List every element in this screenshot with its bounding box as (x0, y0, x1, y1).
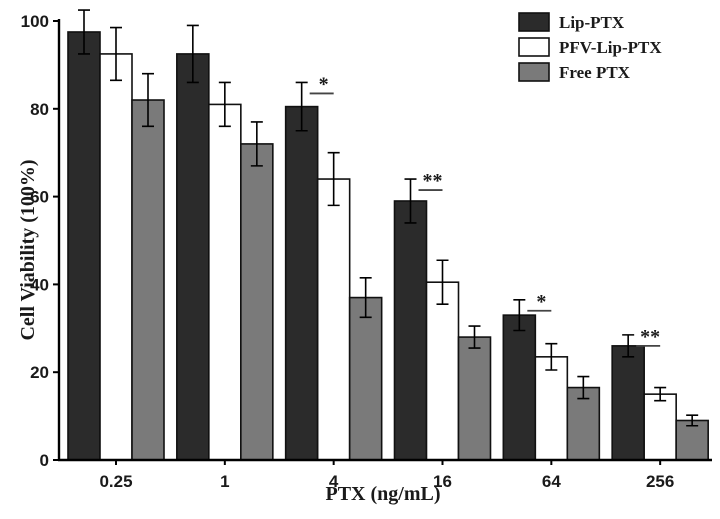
legend-swatch-free ptx (518, 62, 550, 82)
legend: Lip-PTX PFV-Lip-PTX Free PTX (518, 12, 662, 82)
bar-free ptx-0.25 (131, 99, 165, 461)
bar-pfv-lip-ptx-1 (208, 103, 242, 461)
significance-marker-256: ** (640, 326, 660, 348)
x-tick-label-0.25: 0.25 (99, 472, 132, 491)
error-bar-pfv-lip-ptx-4 (327, 151, 340, 207)
bar-pfv-lip-ptx-16 (425, 281, 460, 461)
x-tick-label-256: 256 (646, 472, 674, 491)
x-tick-label-64: 64 (542, 472, 561, 491)
x-tick-label-16: 16 (433, 472, 452, 491)
error-bar-pfv-lip-ptx-64 (545, 342, 558, 371)
y-tick-label-80: 80 (30, 100, 49, 119)
bar-pfv-lip-ptx-4 (316, 178, 351, 461)
x-tick-label-1: 1 (220, 472, 229, 491)
error-bar-lip-ptx-0.25 (78, 9, 90, 55)
error-bar-pfv-lip-ptx-1 (218, 81, 231, 128)
bar-lip-ptx-64 (502, 314, 537, 461)
error-bar-lip-ptx-64 (513, 298, 526, 332)
y-axis-title: Cell Viability (100%) (17, 159, 39, 340)
y-tick-label-40: 40 (30, 275, 49, 294)
error-bar-pfv-lip-ptx-0.25 (110, 26, 122, 82)
legend-label-pfv-lip-ptx: PFV-Lip-PTX (559, 38, 662, 57)
error-bar-pfv-lip-ptx-256 (654, 386, 667, 402)
bar-lip-ptx-256 (611, 345, 645, 461)
x-axis-title: PTX (ng/mL) (326, 483, 441, 505)
legend-label-free ptx: Free PTX (559, 63, 631, 82)
error-bar-free ptx-0.25 (142, 72, 154, 128)
bar-lip-ptx-0.25 (67, 31, 101, 461)
bar-lip-ptx-1 (176, 53, 210, 461)
y-tick-label-100: 100 (21, 12, 49, 31)
significance-marker-64: * (536, 291, 546, 313)
significance-marker-16: ** (423, 170, 443, 192)
error-bar-lip-ptx-256 (622, 334, 635, 358)
bar-pfv-lip-ptx-64 (534, 356, 569, 461)
significance-marker-4: * (319, 73, 329, 95)
legend-swatch-pfv-lip-ptx (518, 37, 550, 57)
bar-lip-ptx-4 (284, 105, 319, 461)
bar-lip-ptx-16 (393, 200, 428, 461)
error-bar-free ptx-64 (577, 375, 590, 400)
error-bar-lip-ptx-4 (295, 81, 308, 132)
error-bar-free ptx-1 (250, 121, 263, 167)
y-tick-label-60: 60 (30, 188, 49, 207)
bar-free ptx-4 (348, 296, 383, 461)
legend-label-lip-ptx: Lip-PTX (559, 13, 625, 32)
error-bar-lip-ptx-1 (186, 24, 199, 84)
legend-swatch-lip-ptx (518, 12, 550, 32)
error-bar-pfv-lip-ptx-16 (436, 259, 449, 305)
x-tick-label-4: 4 (329, 472, 339, 491)
error-bar-free ptx-16 (468, 325, 481, 349)
bar-pfv-lip-ptx-0.25 (99, 53, 133, 461)
bar-free ptx-64 (566, 386, 601, 461)
error-bar-lip-ptx-16 (404, 178, 417, 224)
bar-free ptx-1 (240, 143, 274, 461)
bar-pfv-lip-ptx-256 (643, 393, 677, 461)
y-tick-label-0: 0 (40, 451, 49, 470)
y-tick-label-20: 20 (30, 363, 49, 382)
error-bar-free ptx-256 (686, 414, 699, 427)
error-bar-free ptx-4 (359, 277, 372, 319)
bar-free ptx-16 (457, 336, 492, 461)
